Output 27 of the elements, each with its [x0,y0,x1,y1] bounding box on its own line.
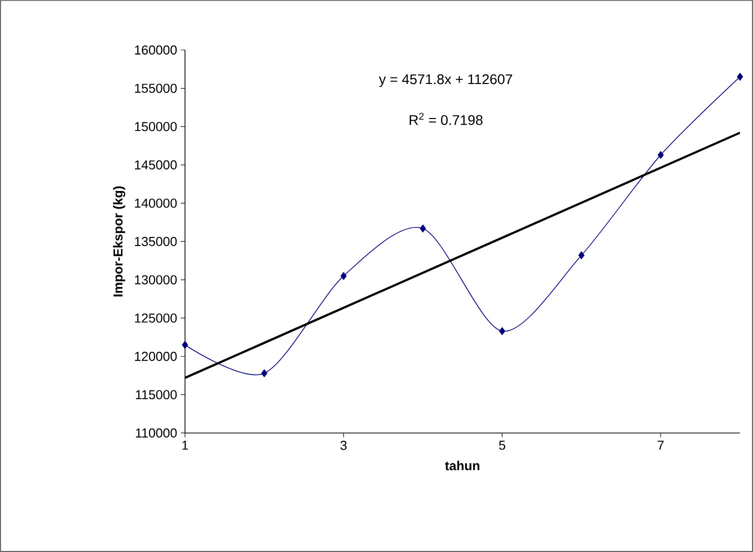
point [420,224,426,232]
y-tick-label: 125000 [135,313,177,323]
y-axis-title: Impor-Ekspor (kg) [113,186,126,296]
y-tick-label: 140000 [135,198,177,208]
x-tick-label: 1 [182,440,188,450]
y-tick-label: 150000 [135,122,177,132]
y-tick-label: 115000 [136,390,177,400]
point [736,72,744,81]
annotation: y = 4571.8x + 112607 [378,74,512,87]
point [261,369,268,378]
point [182,340,188,349]
x-tick-label: 7 [658,440,664,450]
y-tick-label: 155000 [135,84,177,93]
point [340,272,347,280]
y-tick-label: 120000 [135,352,177,361]
y-tick-label: 110000 [136,428,177,438]
point [499,327,506,336]
y-tick-label: 130000 [135,275,177,284]
y-tick-label: 145000 [135,160,177,170]
x-tick-label: 5 [499,440,506,450]
point [658,151,664,159]
y-tick-label: 160000 [135,45,177,55]
x-axis-title: tahun [445,460,480,470]
y-tick-label: 135000 [135,236,177,246]
annotation: R$^{2}$ = 0.7198 [410,112,483,126]
x-tick-label: 3 [340,440,347,450]
point [578,251,584,260]
